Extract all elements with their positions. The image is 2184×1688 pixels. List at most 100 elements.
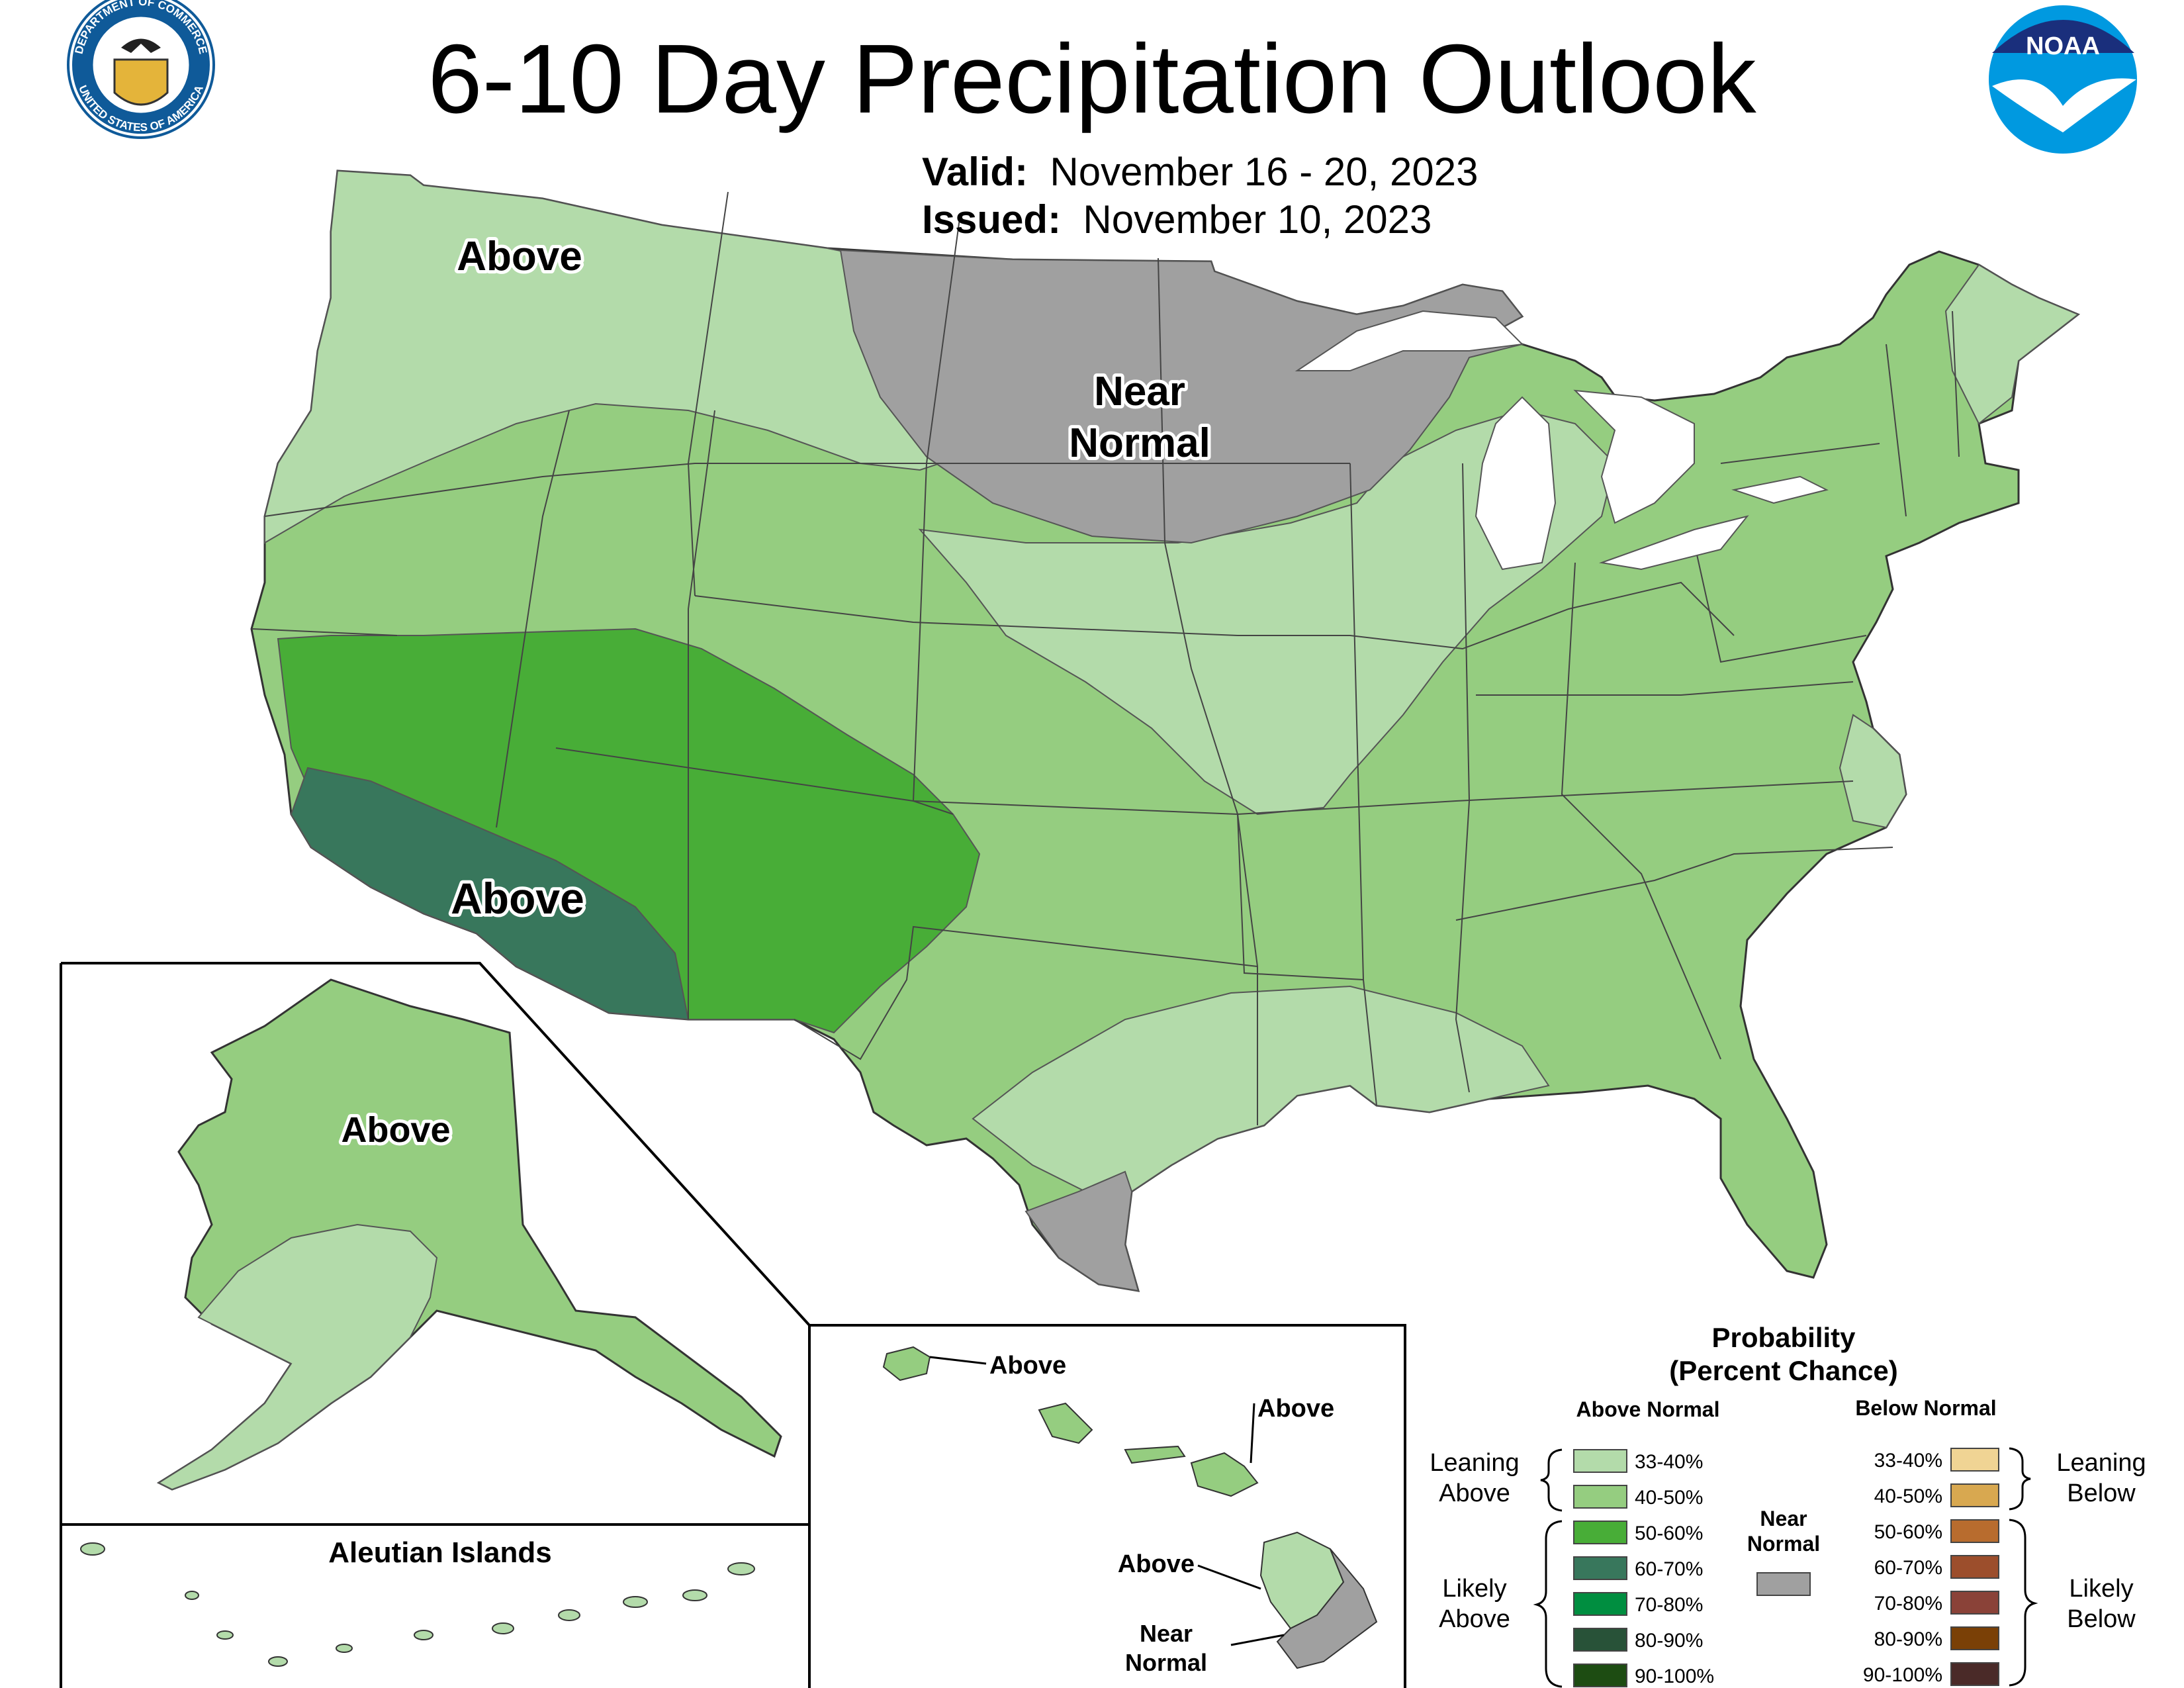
swatch-above-50-60 xyxy=(1573,1521,1627,1544)
hawaii-leader-lines xyxy=(929,1356,1285,1646)
legend-likely-above-line1: Likely xyxy=(1442,1575,1506,1603)
island-hawaii-south xyxy=(1276,1548,1378,1669)
conus-leaning-above-areas xyxy=(264,169,2079,1192)
swatch-above-70-80 xyxy=(1573,1592,1627,1616)
alaska-inset: Above Aleutian Islands xyxy=(60,962,811,1688)
legend-below-range-33-40: 33-40% xyxy=(1874,1450,1942,1472)
brace-likely-below xyxy=(2009,1519,2038,1687)
label-southwest-above: Above xyxy=(451,874,584,923)
noaa-gull-icon xyxy=(1992,78,2136,132)
region-nw-light xyxy=(264,169,981,544)
region-nc-light xyxy=(1839,714,1907,829)
probability-legend: Probability (Percent Chance) Above Norma… xyxy=(1430,1322,2146,1688)
conus-near-normal-areas xyxy=(839,249,1524,1292)
seal-shield-icon xyxy=(113,58,169,106)
legend-above-range-33-40: 33-40% xyxy=(1635,1451,1703,1473)
label-north-central-near: Near xyxy=(1094,369,1185,414)
swatch-near-normal xyxy=(1756,1572,1811,1596)
island-molokai xyxy=(1124,1445,1186,1464)
legend-above-swatches xyxy=(1573,1449,1627,1687)
swatch-above-40-50 xyxy=(1573,1485,1627,1509)
valid-dates: Valid: November 16 - 20, 2023 xyxy=(922,149,1478,195)
legend-likely-below-line2: Below xyxy=(2067,1605,2136,1633)
region-north-central-near-normal xyxy=(839,249,1524,544)
issued-date: Issued: November 10, 2023 xyxy=(922,197,1432,243)
legend-above-range-90-100: 90-100% xyxy=(1635,1665,1714,1687)
state-boundaries xyxy=(251,191,1960,1125)
brace-leaning-above xyxy=(1540,1448,1563,1512)
legend-below-range-60-70: 60-70% xyxy=(1874,1557,1942,1579)
label-alaska-above: Above xyxy=(341,1110,450,1150)
label-hawaii-maui-above: Above xyxy=(1257,1395,1334,1423)
legend-leaning-below-line2: Below xyxy=(2067,1479,2136,1507)
legend-near-normal-line2: Normal xyxy=(1747,1532,1820,1556)
legend-below-header: Below Normal xyxy=(1855,1396,1996,1420)
legend-below-labels: 33-40% 40-50% 50-60% 60-70% 70-80% 80-90… xyxy=(1863,1450,1942,1686)
brace-likely-above xyxy=(1533,1520,1563,1688)
legend-above-range-60-70: 60-70% xyxy=(1635,1558,1703,1580)
legend-above-labels: 33-40% 40-50% 50-60% 60-70% 70-80% 80-90… xyxy=(1635,1451,1714,1687)
legend-below-range-40-50: 40-50% xyxy=(1874,1485,1942,1507)
lake-huron xyxy=(1573,389,1695,524)
region-gulf-light xyxy=(972,985,1550,1192)
valid-label: Valid: xyxy=(922,150,1028,194)
page-title: 6-10 Day Precipitation Outlook xyxy=(428,24,1756,134)
legend-below-swatches xyxy=(1950,1448,1999,1686)
valid-value: November 16 - 20, 2023 xyxy=(1050,150,1479,194)
legend-above-range-70-80: 70-80% xyxy=(1635,1594,1703,1616)
great-lakes xyxy=(1295,310,1829,571)
region-maine-light xyxy=(1944,263,2079,425)
region-south-texas-near-normal xyxy=(1024,1170,1140,1292)
swatch-below-50-60 xyxy=(1950,1519,1999,1543)
swatch-below-33-40 xyxy=(1950,1448,1999,1472)
swatch-below-80-90 xyxy=(1950,1626,1999,1650)
legend-above-header: Above Normal xyxy=(1576,1397,1720,1421)
noaa-logo-text: NOAA xyxy=(2026,32,2100,60)
label-hawaii-big-island-above: Above xyxy=(1118,1550,1195,1578)
issued-value: November 10, 2023 xyxy=(1083,197,1432,242)
lake-michigan xyxy=(1475,396,1557,571)
legend-below-range-80-90: 80-90% xyxy=(1874,1628,1942,1650)
lake-ontario xyxy=(1731,475,1829,504)
label-north-central-normal: Normal xyxy=(1069,420,1210,466)
label-hawaii-big-island-near: Near xyxy=(1140,1620,1193,1647)
aleutian-island-chain xyxy=(80,1542,755,1667)
legend-braces xyxy=(1533,1447,2038,1688)
alaska-leaning-above-light xyxy=(157,1223,438,1491)
swatch-below-70-80 xyxy=(1950,1591,1999,1615)
alaska-land xyxy=(156,978,782,1491)
region-socal-az-likely-above xyxy=(290,767,690,1021)
island-kauai xyxy=(882,1346,931,1382)
hawaii-inset-frame xyxy=(808,1324,1406,1688)
legend-leaning-above-line2: Above xyxy=(1439,1479,1510,1507)
legend-likely-above-line2: Above xyxy=(1439,1605,1510,1633)
noaa-logo: NOAA xyxy=(1989,5,2137,154)
legend-above-range-80-90: 80-90% xyxy=(1635,1630,1703,1652)
legend-above-range-50-60: 50-60% xyxy=(1635,1523,1703,1544)
swatch-above-60-70 xyxy=(1573,1556,1627,1580)
legend-leaning-above-line1: Leaning xyxy=(1430,1449,1519,1477)
legend-near-normal-line1: Near xyxy=(1760,1507,1807,1530)
island-maui xyxy=(1190,1452,1259,1497)
swatch-below-40-50 xyxy=(1950,1483,1999,1507)
hawaii-inset: Above Above Above Near Normal xyxy=(808,1324,1406,1688)
swatch-below-60-70 xyxy=(1950,1555,1999,1579)
label-northwest-above: Above xyxy=(457,234,582,279)
brace-leaning-below xyxy=(2009,1447,2031,1511)
legend-below-range-70-80: 70-80% xyxy=(1874,1593,1942,1615)
lake-erie xyxy=(1599,515,1749,571)
lake-superior xyxy=(1295,310,1524,371)
legend-likely-below-line1: Likely xyxy=(2069,1575,2133,1603)
swatch-above-33-40 xyxy=(1573,1449,1627,1473)
swatch-above-90-100 xyxy=(1573,1664,1627,1687)
island-oahu xyxy=(1038,1402,1093,1444)
issued-label: Issued: xyxy=(922,197,1062,242)
legend-title-line1: Probability xyxy=(1711,1322,1856,1353)
swatch-above-80-90 xyxy=(1573,1628,1627,1652)
legend-below-range-50-60: 50-60% xyxy=(1874,1521,1942,1543)
label-aleutian-islands: Aleutian Islands xyxy=(328,1536,551,1569)
legend-above-range-40-50: 40-50% xyxy=(1635,1487,1703,1509)
label-hawaii-big-island-normal: Normal xyxy=(1125,1649,1207,1676)
legend-leaning-below-line1: Leaning xyxy=(2056,1449,2146,1477)
